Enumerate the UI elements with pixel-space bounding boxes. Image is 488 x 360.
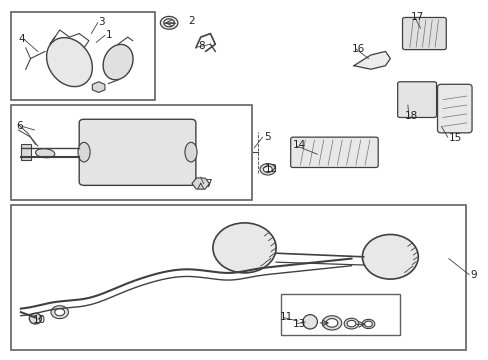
Ellipse shape [29, 313, 41, 324]
Text: 10: 10 [33, 315, 46, 325]
Ellipse shape [36, 149, 55, 158]
FancyBboxPatch shape [21, 144, 30, 160]
Ellipse shape [78, 142, 90, 162]
Text: 14: 14 [292, 140, 306, 150]
Ellipse shape [184, 142, 197, 162]
Text: 13: 13 [292, 319, 306, 329]
Text: 2: 2 [188, 16, 195, 26]
FancyBboxPatch shape [402, 18, 446, 50]
Text: 4: 4 [19, 34, 25, 44]
Text: 5: 5 [264, 132, 270, 142]
Ellipse shape [302, 315, 317, 329]
Polygon shape [353, 51, 389, 69]
Text: 9: 9 [469, 270, 476, 280]
Text: 15: 15 [448, 133, 461, 143]
FancyBboxPatch shape [397, 82, 436, 117]
Ellipse shape [103, 44, 133, 80]
FancyBboxPatch shape [437, 84, 471, 133]
Text: 6: 6 [16, 121, 22, 131]
Text: 8: 8 [198, 41, 204, 51]
Text: 18: 18 [404, 111, 417, 121]
Ellipse shape [46, 37, 92, 87]
Text: 17: 17 [410, 13, 424, 22]
Text: 7: 7 [204, 179, 211, 189]
Text: 12: 12 [264, 164, 277, 174]
Text: 1: 1 [106, 30, 112, 40]
Text: 11: 11 [279, 312, 292, 322]
Text: 16: 16 [351, 44, 364, 54]
Ellipse shape [362, 234, 417, 279]
Ellipse shape [212, 223, 276, 273]
FancyBboxPatch shape [290, 137, 377, 167]
FancyBboxPatch shape [79, 119, 196, 185]
Text: 3: 3 [99, 17, 105, 27]
